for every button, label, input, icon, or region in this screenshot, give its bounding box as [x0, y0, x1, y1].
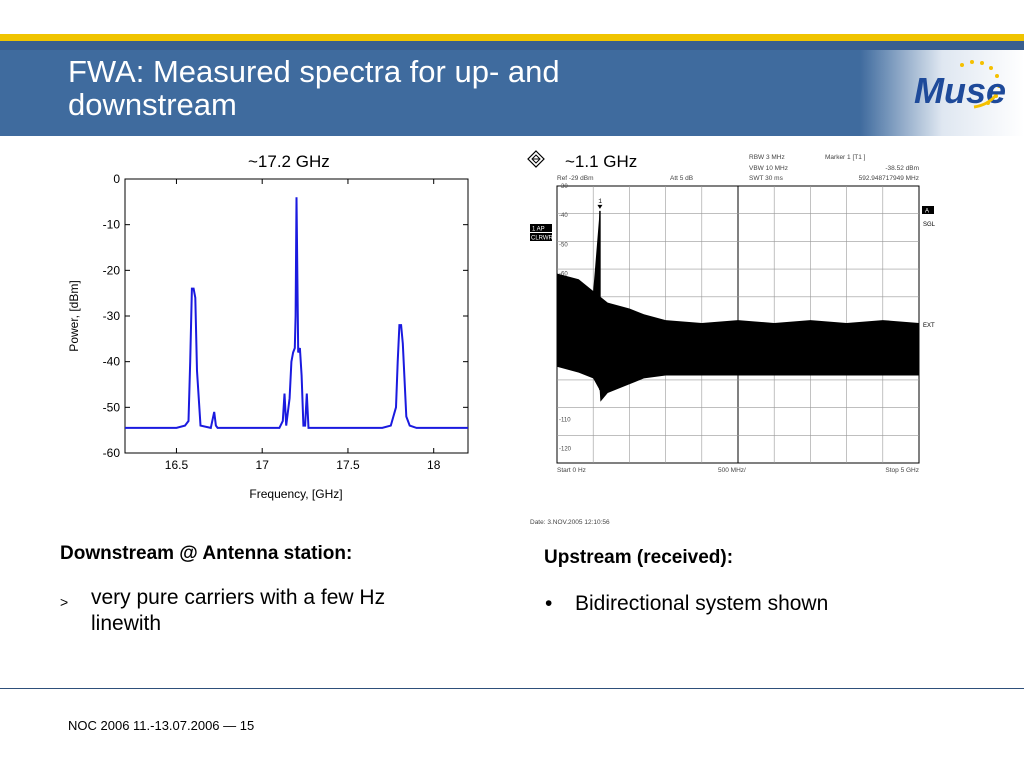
header-accent-stripe: [0, 34, 1024, 41]
downstream-heading: Downstream @ Antenna station:: [60, 543, 353, 564]
slide-title-line2: downstream: [68, 87, 237, 122]
side-ext-label: EXT: [923, 323, 935, 329]
upstream-bullet-marker: •: [545, 592, 553, 615]
upstream-heading: Upstream (received):: [544, 547, 734, 568]
tag-clrwr-box: [530, 233, 552, 241]
analyzer-date: Date: 3.NOV.2005 12:10:56: [530, 519, 610, 526]
downstream-bullet-line2: linewith: [91, 612, 162, 635]
y-tick-label: -60: [559, 271, 568, 277]
analyzer-ref: Ref -29 dBm: [557, 175, 594, 182]
downstream-bullet-line1: very pure carriers with a few Hz: [91, 586, 386, 609]
y-tick-label: -20: [103, 263, 121, 277]
analyzer-marker-label: Marker 1 [T1 ]: [825, 154, 866, 161]
y-tick-label: 0: [113, 172, 120, 186]
y-tick-label: -30: [103, 309, 121, 323]
analyzer-marker-level: -38.52 dBm: [885, 165, 919, 172]
analyzer-rbw: RBW 3 MHz: [749, 154, 785, 161]
analyzer-swt: SWT 30 ms: [749, 175, 784, 182]
side-a-box: [922, 206, 934, 214]
x-tick-label: 17.5: [336, 458, 360, 472]
y-tick-label: -30: [559, 184, 568, 190]
side-a-label: A: [925, 209, 929, 215]
marker-triangle-icon: [597, 204, 603, 209]
analyzer-vbw: VBW 10 MHz: [749, 165, 788, 172]
slide-title-line1: FWA: Measured spectra for up- and: [68, 54, 560, 89]
y-tick-label: -10: [103, 218, 121, 232]
x-tick-label: 18: [427, 458, 441, 472]
downstream-spectrum-chart: 0 -10 -20 -30 -40 -50 -60 16.5 17 17.5 18 Frequenc…: [67, 172, 469, 501]
x-axis-label: Frequency, [GHz]: [249, 487, 342, 501]
downstream-bullet-marker: >: [60, 594, 69, 610]
marker-number: 1: [598, 198, 602, 205]
downstream-bullet-text: very pure carriers with a few Hz linewit…: [91, 585, 471, 637]
analyzer-start: Start 0 Hz: [557, 467, 586, 474]
analyzer-marker-freq: 592.948717949 MHz: [859, 175, 919, 182]
right-chart-caption: ~1.1 GHz: [565, 152, 638, 171]
footer-text: NOC 2006 11.-13.07.2006 — 15: [68, 718, 255, 733]
analyzer-att: Att 5 dB: [670, 175, 693, 182]
logo-wordmark: Muse: [914, 70, 1006, 111]
left-chart-caption: ~17.2 GHz: [248, 152, 330, 171]
x-tick-label: 16.5: [165, 458, 189, 472]
tag-1ap: 1 AP: [532, 227, 545, 233]
y-tick-label: -110: [559, 417, 571, 423]
header-dark-stripe: [0, 41, 1024, 50]
y-tick-label: -50: [559, 242, 568, 248]
upstream-analyzer-plot: RBW 3 MHz VBW 10 MHz SWT 30 ms Marker 1 …: [530, 154, 936, 526]
analyzer-stop: Stop 5 GHz: [885, 467, 919, 474]
tag-1ap-box: [530, 224, 552, 232]
y-axis-label: Power, [dBm]: [67, 280, 81, 351]
y-tick-label: -40: [103, 355, 121, 369]
noise-trace: [557, 210, 919, 402]
muse-logo: Muse: [914, 60, 1006, 111]
x-tick-label: 17: [256, 458, 270, 472]
footer-divider: [0, 688, 1024, 689]
title-banner: [0, 50, 1024, 136]
y-tick-label: -50: [103, 400, 121, 414]
y-tick-label: -40: [559, 213, 568, 219]
diamond-bullet-icon: [527, 150, 545, 168]
analyzer-span: 500 MHz/: [718, 467, 746, 474]
tag-clrwr: CLRWR: [531, 236, 554, 242]
upstream-bullet-text: Bidirectional system shown: [575, 592, 829, 615]
y-tick-label: -120: [559, 446, 572, 452]
side-sgl-label: SGL: [923, 222, 936, 228]
spectrum-series-line: [125, 197, 468, 430]
y-tick-label: -60: [103, 446, 121, 460]
slide-title: FWA: Measured spectra for up- and downst…: [68, 55, 828, 121]
